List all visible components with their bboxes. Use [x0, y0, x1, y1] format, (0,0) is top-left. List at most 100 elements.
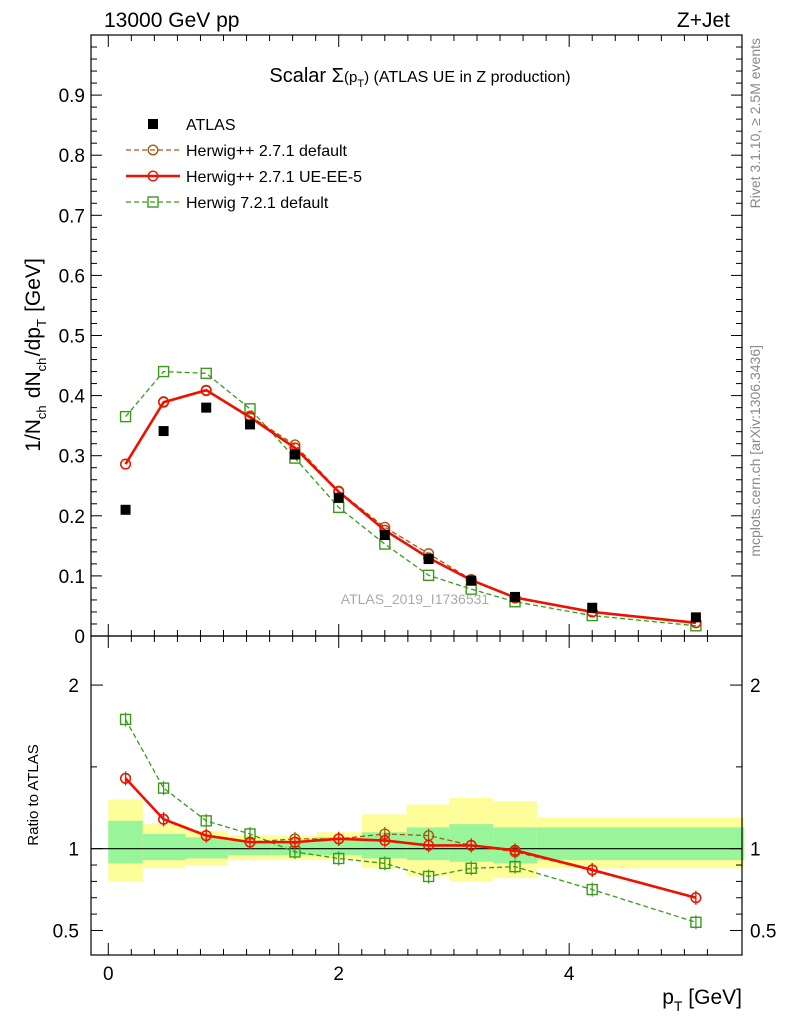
ratio-line	[124, 777, 697, 899]
ratio-point	[289, 836, 301, 848]
data-point	[200, 384, 212, 396]
legend-entry: Herwig 7.2.1 default	[126, 195, 329, 212]
data-point	[690, 612, 701, 623]
ratio-point	[200, 815, 212, 827]
x-tick-label: 0	[103, 964, 114, 985]
y-tick-label: 0.2	[59, 507, 85, 528]
legend-marker	[147, 170, 159, 182]
y-tick-label: 0.4	[59, 387, 86, 408]
ratio-point	[333, 852, 345, 865]
band-inner	[142, 833, 186, 861]
ratio-point	[690, 892, 702, 904]
ratio-frame	[90, 635, 743, 956]
ratio-herwig-2-7-1-ue-ee-5	[120, 771, 702, 905]
band-inner	[185, 837, 229, 859]
data-point	[120, 458, 132, 470]
data-point	[510, 591, 521, 602]
ratio-point	[200, 830, 212, 842]
legend-label: Herwig++ 2.7.1 UE-EE-5	[186, 169, 362, 186]
ratio-point	[586, 883, 598, 896]
series-atlas	[120, 402, 701, 623]
main-y-axis-label: 1/Nch dNch /dpT [GeV]	[22, 258, 49, 452]
legend: ATLAS Herwig++ 2.7.1 default Herwig++ 2.7.…	[126, 117, 362, 212]
ratio-point	[119, 713, 132, 726]
legend-entry: ATLAS	[148, 117, 236, 134]
ratio-y-tick-label-right: 2	[750, 676, 761, 697]
series-line	[124, 388, 697, 625]
ratio-y-tick-label: 2	[68, 676, 79, 697]
ratio-point	[509, 860, 521, 873]
ratio-y-tick-label: 1	[68, 840, 79, 861]
data-point	[120, 504, 131, 515]
data-point	[158, 426, 169, 437]
y-tick-label: 0.5	[59, 327, 85, 348]
band-inner	[536, 827, 648, 861]
mcplots-label: mcplots.cern.ch [arXiv:1306.3436]	[747, 345, 763, 557]
ratio-y-tick-label: 0.5	[53, 921, 79, 942]
ratio-point	[157, 782, 170, 794]
ratio-point	[465, 862, 477, 874]
y-tick-label: 0	[74, 627, 85, 648]
chart-title: Scalar Σ(pT) (ATLAS UE in Z production)	[269, 65, 570, 90]
ratio-point	[120, 772, 132, 784]
y-tick-label: 0.9	[59, 86, 85, 107]
ratio-herwig-7-2-1-default	[119, 712, 702, 930]
rivet-version-label: Rivet 3.1.10, ≥ 2.5M events	[747, 38, 763, 208]
y-tick-label: 0.8	[59, 146, 85, 167]
data-point	[201, 402, 212, 413]
y-tick-label: 0.6	[59, 266, 85, 287]
ratio-point	[586, 864, 598, 876]
ratio-line	[124, 719, 697, 923]
process-label: Z+Jet	[677, 9, 730, 32]
band-inner	[316, 837, 362, 856]
legend-label: ATLAS	[186, 117, 236, 134]
data-point	[289, 449, 300, 460]
ratio-point	[690, 916, 702, 928]
analysis-watermark: ATLAS_2019_I1736531	[341, 591, 490, 607]
y-tick-label: 0.1	[59, 567, 85, 588]
data-point	[200, 367, 212, 380]
data-point	[119, 410, 132, 423]
ratio-point	[465, 839, 477, 851]
ratio-line	[125, 777, 697, 899]
ratio-point	[379, 834, 391, 846]
x-tick-label: 2	[333, 964, 344, 985]
y-tick-label: 0.3	[59, 447, 85, 468]
band-inner	[647, 827, 745, 861]
legend-label: Herwig++ 2.7.1 default	[186, 143, 348, 160]
legend-marker	[148, 119, 158, 129]
band-inner	[108, 820, 143, 864]
ratio-point	[423, 839, 435, 851]
main-plot-panel: 0 0.1 0.2 0.3 0.4 0.5 0.6 0.7 0.8 0.9	[59, 34, 743, 648]
series-line	[125, 390, 696, 624]
data-point	[245, 419, 256, 430]
ratio-point	[158, 813, 170, 825]
ratio-point	[422, 870, 435, 883]
ratio-y-axis-label: Ratio to ATLAS	[25, 744, 42, 845]
ratio-point	[379, 857, 391, 870]
data-point	[466, 575, 477, 586]
x-tick-label: 4	[564, 964, 575, 985]
legend-marker	[147, 196, 159, 208]
x-axis-label: pT [GeV]	[662, 986, 742, 1014]
y-tick-label: 0.7	[59, 206, 85, 227]
legend-entry: Herwig++ 2.7.1 UE-EE-5	[126, 169, 362, 186]
data-point	[422, 569, 435, 581]
data-point	[379, 530, 390, 541]
series-line	[125, 370, 696, 627]
legend-marker	[147, 144, 159, 156]
legend-entry: Herwig++ 2.7.1 default	[126, 143, 348, 160]
beam-energy-label: 13000 GeV pp	[104, 9, 239, 32]
ratio-point	[333, 833, 345, 845]
data-point	[244, 403, 256, 415]
ratio-point	[509, 844, 521, 856]
data-point	[158, 396, 170, 408]
ratio-y-tick-label-right: 0.5	[750, 921, 776, 942]
ratio-plot-panel: 0.5 0.5 1 1 2 2 0 2 4	[53, 635, 776, 985]
data-point	[587, 602, 598, 613]
ratio-y-tick-label-right: 1	[750, 840, 761, 861]
legend-label: Herwig 7.2.1 default	[186, 195, 329, 212]
data-point	[423, 554, 434, 565]
ratio-point	[244, 836, 256, 848]
